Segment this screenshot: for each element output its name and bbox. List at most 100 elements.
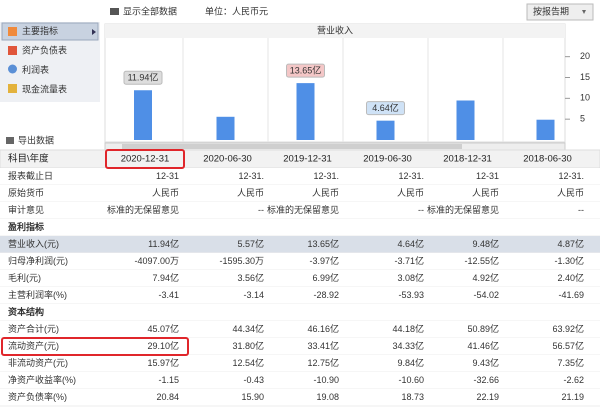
cell: 44.18亿 (392, 323, 424, 334)
cell: 标准的无保留意见 (107, 204, 179, 215)
cell: 人民币 (152, 188, 179, 198)
nav-item[interactable]: 资产负债表 (22, 44, 67, 55)
cell: 人民币 (397, 188, 424, 198)
cell: -12.55亿 (464, 255, 499, 266)
cell: 5.57亿 (237, 238, 264, 249)
cell: 33.41亿 (307, 340, 339, 351)
value-label: 4.64亿 (372, 102, 399, 113)
cell: -- (418, 205, 424, 215)
cell: 12-31 (476, 171, 499, 181)
nav-icon (8, 84, 17, 93)
cell: 标准的无保留意见 (427, 204, 499, 215)
cell: 50.89亿 (467, 323, 499, 334)
cell: -10.60 (398, 375, 424, 385)
table-row (0, 389, 600, 406)
table-row (0, 321, 600, 338)
nav-item[interactable]: 现金流量表 (22, 83, 67, 94)
cell: -2.62 (563, 375, 584, 385)
cell: 9.84亿 (397, 357, 424, 368)
cell: 12-31. (398, 171, 424, 181)
cell: 人民币 (557, 188, 584, 198)
nav-icon (8, 27, 17, 36)
header-cell: 2020-12-31 (121, 154, 170, 165)
y-tick-label: 20 (580, 51, 590, 61)
cell: 15.97亿 (147, 357, 179, 368)
value-label-bg (366, 101, 405, 116)
value-label-bg (123, 70, 163, 85)
table-row (0, 185, 600, 202)
table-row (0, 304, 600, 321)
section-title: 盈利指标 (7, 221, 44, 232)
y-tick-label: 5 (580, 114, 585, 124)
table-row (0, 168, 600, 185)
cell: -4097.00万 (134, 256, 179, 266)
nav-icon (8, 64, 17, 74)
section-title: 资本结构 (8, 306, 44, 317)
cell: -0.43 (243, 375, 264, 385)
nav-item[interactable]: 主要指标 (22, 25, 58, 36)
cell: 12.54亿 (232, 357, 264, 368)
row-label: 净资产收益率(%) (8, 374, 76, 385)
cell: 11.94亿 (148, 238, 179, 249)
cell: 12.75亿 (307, 357, 339, 368)
period-select[interactable] (526, 3, 594, 21)
cell: 7.94亿 (152, 272, 179, 283)
y-tick-label: 10 (580, 93, 590, 103)
export-link[interactable]: 导出数据 (18, 134, 54, 145)
unit-label: 单位：人民币元 (205, 5, 268, 16)
row-label: 资产合计(元) (8, 323, 59, 334)
checkbox[interactable] (110, 8, 119, 15)
scroll-thumb[interactable] (122, 144, 462, 149)
cell: -1595.30万 (219, 256, 264, 266)
period-select-label[interactable]: 按报告期 (533, 5, 569, 16)
nav-selected (1, 22, 99, 41)
row-label: 审计意见 (8, 204, 44, 215)
cell: -- (258, 205, 264, 215)
cell: -53.93 (398, 290, 424, 300)
cell: 20.84 (156, 392, 179, 402)
cell: -3.14 (243, 290, 264, 300)
table-row (0, 236, 600, 253)
highlight-box (105, 149, 185, 169)
cell: 6.99亿 (312, 272, 339, 283)
cell: -1.15 (158, 375, 179, 385)
cell: 人民币 (237, 188, 264, 198)
bar (134, 90, 152, 140)
cell: -3.71亿 (394, 255, 424, 266)
cell: 29.10亿 (147, 340, 179, 351)
value-label-bg (286, 63, 325, 78)
cell: 9.43亿 (472, 357, 499, 368)
cell: 45.07亿 (147, 323, 179, 334)
header-cell: 2018-12-31 (443, 154, 492, 165)
row-label: 资产负债率(%) (8, 391, 67, 402)
cell: 44.34亿 (232, 323, 264, 334)
cell: 7.35亿 (557, 357, 584, 368)
table-row (0, 287, 600, 304)
table-row (0, 338, 600, 355)
value-label: 13.65亿 (290, 65, 322, 76)
row-label: 主营利润率(%) (8, 289, 67, 300)
cell: 18.73 (401, 392, 424, 402)
cell: -3.41 (158, 290, 179, 300)
row-label: 流动资产(元) (8, 340, 59, 351)
table-row (0, 253, 600, 270)
row-label: 毛利(元) (8, 272, 41, 283)
cell: 9.48亿 (472, 238, 499, 249)
table-row (0, 355, 600, 372)
cell: 21.19 (561, 392, 584, 402)
chart-header (105, 24, 565, 38)
row-label: 原始货币 (8, 187, 44, 198)
nav-icon (8, 46, 17, 55)
show-all-label[interactable]: 显示全部数据 (123, 5, 177, 16)
header-cell: 2019-12-31 (283, 154, 332, 165)
cell: -54.02 (473, 290, 499, 300)
table-row (0, 372, 600, 389)
nav-item[interactable]: 利润表 (22, 64, 49, 75)
row-label: 报表截止日 (8, 170, 53, 181)
row-label: 非流动资产(元) (8, 357, 68, 368)
header-cell: 2019-06-30 (363, 154, 412, 165)
cell: 46.16亿 (307, 323, 339, 334)
chart-title: 营业收入 (317, 24, 353, 35)
cell: 41.46亿 (467, 340, 499, 351)
